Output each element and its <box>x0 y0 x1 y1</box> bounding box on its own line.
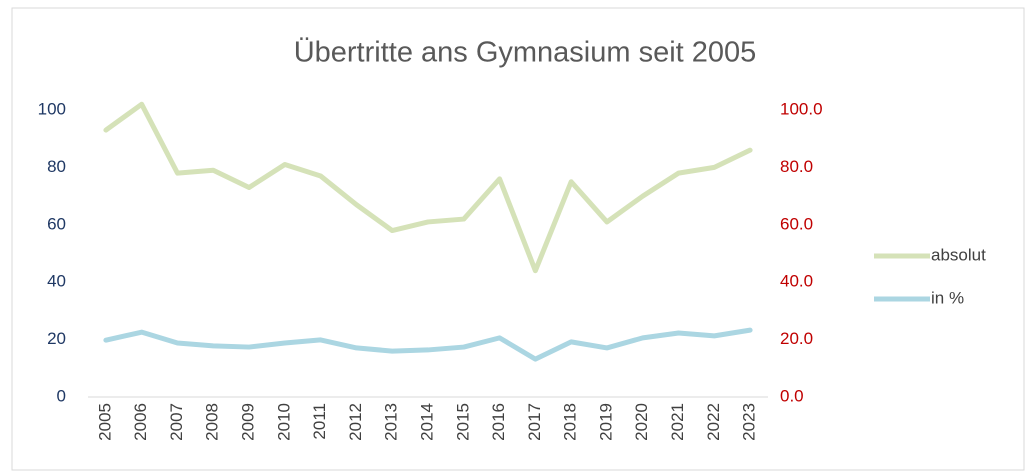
x-tick-label: 2018 <box>561 403 580 441</box>
x-tick-label: 2017 <box>525 403 544 441</box>
x-tick-label: 2013 <box>382 403 401 441</box>
y-tick-label: 20 <box>47 329 66 348</box>
x-tick-label: 2006 <box>131 403 150 441</box>
chart-frame <box>11 7 1025 471</box>
y2-tick-label: 80.0 <box>780 157 813 176</box>
x-tick-label: 2010 <box>274 403 293 441</box>
y2-tick-label: 60.0 <box>780 214 813 233</box>
y2-tick-label: 100.0 <box>780 99 823 118</box>
y-tick-label: 40 <box>47 272 66 291</box>
y2-tick-label: 0.0 <box>780 386 804 405</box>
chart-title: Übertritte ans Gymnasium seit 2005 <box>294 37 757 69</box>
legend-label: in % <box>931 288 964 307</box>
x-tick-label: 2015 <box>453 403 472 441</box>
legend-label: absolut <box>931 245 986 264</box>
x-tick-label: 2021 <box>668 403 687 441</box>
y2-tick-label: 20.0 <box>780 329 813 348</box>
x-tick-label: 2016 <box>489 403 508 441</box>
line-series <box>103 101 753 274</box>
x-tick-label: 2009 <box>239 403 258 441</box>
x-tick-label: 2011 <box>310 403 329 440</box>
y-tick-label: 60 <box>47 214 66 233</box>
x-tick-label: 2008 <box>203 403 222 441</box>
x-tick-label: 2019 <box>596 403 615 441</box>
x-tick-label: 2022 <box>704 403 723 441</box>
x-tick-label: 2012 <box>346 403 365 441</box>
y-tick-label: 100 <box>38 99 66 118</box>
x-tick-label: 2014 <box>417 403 436 441</box>
x-tick-label: 2007 <box>167 403 186 441</box>
y-tick-label: 80 <box>47 157 66 176</box>
x-tick-label: 2005 <box>95 403 114 441</box>
x-tick-label: 2023 <box>740 403 759 441</box>
line-series <box>103 327 753 362</box>
x-tick-label: 2020 <box>632 403 651 441</box>
y-tick-label: 0 <box>57 386 66 405</box>
y2-tick-label: 40.0 <box>780 272 813 291</box>
